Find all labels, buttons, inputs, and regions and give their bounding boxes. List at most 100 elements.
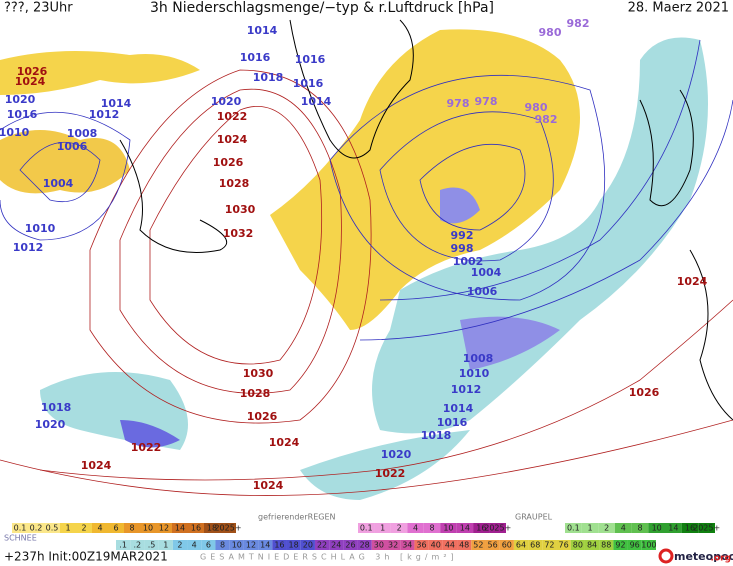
isobar-label: 1018	[253, 71, 284, 84]
legend-scale-label: 12	[159, 524, 169, 533]
legend-swatch	[220, 523, 236, 533]
legend-swatch	[400, 540, 415, 550]
legend-swatch	[204, 523, 220, 533]
isobar-label: 1006	[57, 140, 88, 153]
legend-scale-label: 30	[374, 541, 384, 550]
legend-scale-label: 4	[97, 524, 102, 533]
legend-scale-label: 4	[621, 524, 626, 533]
isobar-label: 980	[525, 101, 548, 114]
legend-scale-label: 2025+	[484, 524, 511, 533]
total-label: GESAMTNIEDERSCHLAG 3h [kg/m²]	[200, 553, 458, 562]
header-title: 3h Niederschlagsmenge/−typ & r.Luftdruck…	[150, 0, 494, 16]
legend-scale-label: 10	[143, 524, 153, 533]
isobar-label: 1020	[211, 95, 242, 108]
legend-swatch	[172, 523, 188, 533]
isobar-label: 1008	[67, 127, 98, 140]
legend-swatch	[386, 540, 401, 550]
legend-swatch	[613, 540, 628, 550]
legend-swatch	[456, 523, 474, 533]
legend-swatch	[44, 523, 60, 533]
legend-swatch	[565, 523, 582, 533]
legend-swatch	[130, 540, 145, 550]
legend-swatch	[286, 540, 301, 550]
legend-scale-label: 10	[652, 524, 662, 533]
legend-scale-label: 12	[246, 541, 256, 550]
legend-swatch	[489, 523, 506, 533]
legend-scale-label: 40	[431, 541, 441, 550]
isobar-label: 982	[535, 113, 558, 126]
legend-scale-label: 0.5	[46, 524, 59, 533]
legend-scale-label: 60	[502, 541, 512, 550]
legend-swatch	[92, 523, 108, 533]
isobar-label: 1006	[467, 285, 498, 298]
legend-swatch	[358, 523, 375, 533]
isobar-label: 1002	[453, 255, 484, 268]
legend-scale-label: 14	[260, 541, 270, 550]
legend-scale-label: 22	[317, 541, 327, 550]
legend-scale-label: 64	[516, 541, 526, 550]
isobar-label: 1016	[293, 77, 324, 90]
legend-swatch	[584, 540, 600, 550]
legend-scale-label: 2	[604, 524, 609, 533]
isobar-label: 1022	[217, 110, 248, 123]
legend-scale-label: 88	[601, 541, 611, 550]
legend-swatch	[556, 540, 571, 550]
legend-scale-label: 4	[413, 524, 418, 533]
legend-swatch	[229, 540, 244, 550]
legend-swatch	[442, 540, 458, 550]
legend-scale-label: 8	[637, 524, 642, 533]
legend-swatch	[471, 540, 486, 550]
legend-swatch	[374, 523, 391, 533]
isobar-label: 1008	[463, 352, 494, 365]
legend-swatch	[300, 540, 315, 550]
brand-domain: .org	[711, 554, 731, 564]
isobar-label: 1024	[81, 459, 112, 472]
legend-swatch	[390, 523, 408, 533]
legend-scale-label: 8	[129, 524, 134, 533]
isobar-label: 1010	[25, 222, 56, 235]
isobar-label: 1012	[89, 108, 120, 121]
freezing-label: gefrierenderREGEN	[258, 513, 336, 522]
isobar-label: 1014	[301, 95, 332, 108]
legend-scale-label: 100	[641, 541, 656, 550]
isobar-label: 1024	[15, 75, 46, 88]
legend-scale-label: 2	[81, 524, 86, 533]
brand: meteopool	[674, 550, 733, 563]
legend-scale-label: 2	[177, 541, 182, 550]
isobar-label: 1026	[247, 410, 278, 423]
legend-scale-label: 16	[191, 524, 201, 533]
legend-swatch	[272, 540, 287, 550]
legend-swatch	[414, 540, 429, 550]
legend-swatch	[615, 523, 632, 533]
isobar-label: 1018	[421, 429, 452, 442]
isobar-label: 1016	[240, 51, 271, 64]
legend-swatch	[648, 523, 665, 533]
isobar-label: 978	[475, 95, 498, 108]
legend-scale-label: 92	[615, 541, 625, 550]
legend-swatch	[542, 540, 557, 550]
legend-scale-label: 20	[303, 541, 313, 550]
isobar-label: 1016	[7, 108, 38, 121]
legend-swatch	[156, 523, 172, 533]
isobar-label: 1026	[629, 386, 660, 399]
legend-scale-label: 16	[274, 541, 284, 550]
legend-scale-label: 2025+	[693, 524, 720, 533]
isobar-label: 1024	[253, 479, 284, 492]
legend-scale-label: 0.1	[360, 524, 373, 533]
legend-scale-label: 14	[460, 524, 470, 533]
legend-scale-label: 84	[587, 541, 597, 550]
legend-swatch	[457, 540, 472, 550]
legend-swatch	[631, 523, 649, 533]
legend-scale-label: 52	[473, 541, 483, 550]
legend-swatch	[12, 523, 28, 533]
isobar-label: 1028	[240, 387, 271, 400]
legend-swatch	[423, 523, 441, 533]
legend-scale-label: 0.1	[14, 524, 27, 533]
legend-scale-label: 68	[530, 541, 540, 550]
legend-scale-label: 2	[397, 524, 402, 533]
legend-swatch	[599, 540, 614, 550]
map-background	[0, 18, 733, 518]
legend-swatch	[28, 523, 44, 533]
